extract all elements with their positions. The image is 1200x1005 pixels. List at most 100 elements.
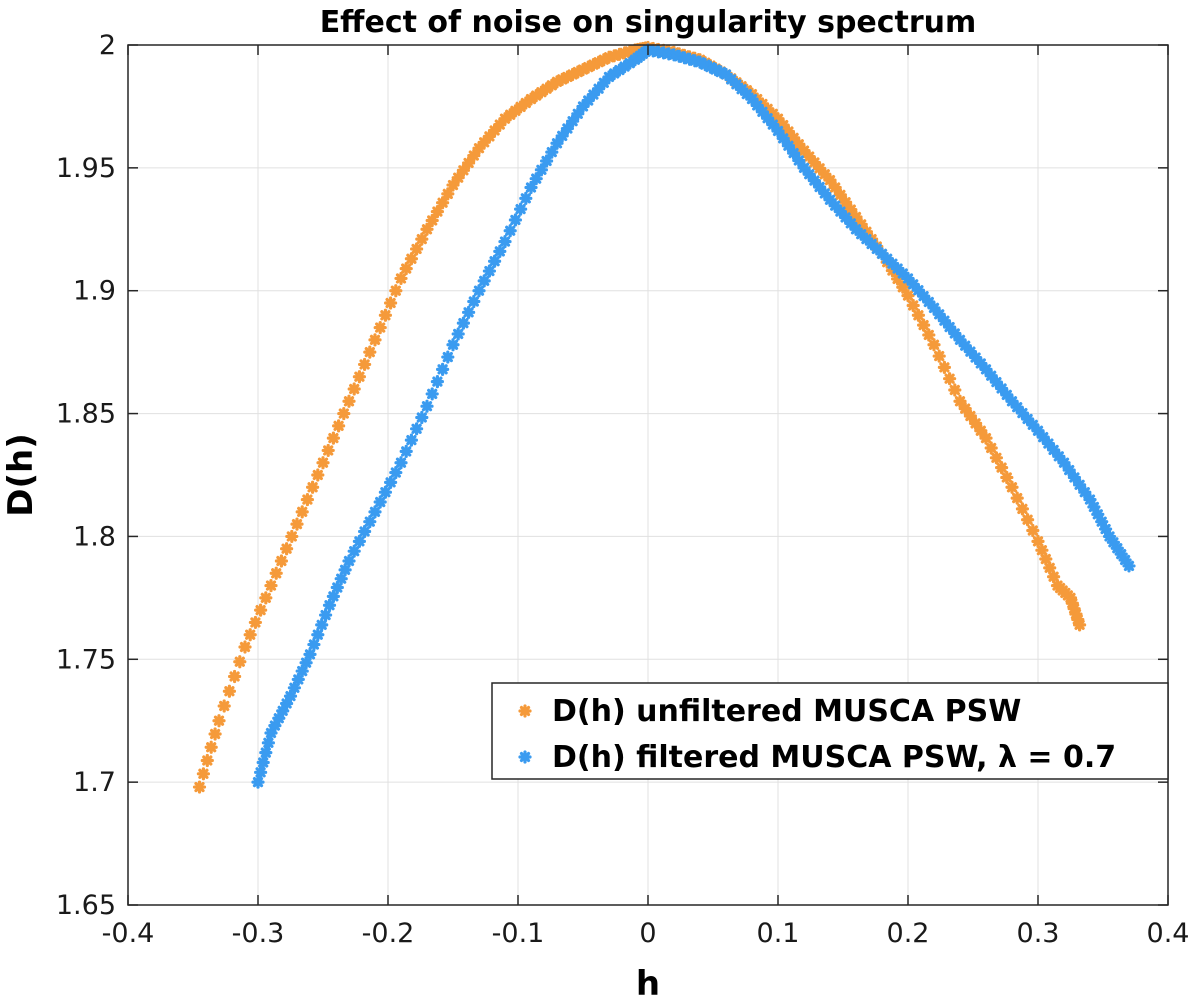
data-point [196,767,210,781]
data-point [290,517,304,531]
data-point [352,534,366,548]
data-point [404,252,418,266]
x-tick-label: 0.2 [887,918,930,949]
data-point [399,444,413,459]
data-point [269,566,283,580]
series-layer [192,40,1136,794]
data-point [373,495,387,509]
data-point [285,529,299,544]
data-point [571,107,585,121]
data-point [208,727,222,741]
data-point [979,362,993,376]
data-point [498,234,512,249]
data-point [901,271,915,286]
data-point [378,485,392,499]
data-point [291,672,305,687]
data-point [1015,502,1030,516]
ticks: -0.4 -0.3 -0.2 -0.1 0 0.1 0.2 0.3 0.4 1.65 1.7 1.75… [56,30,1190,949]
data-point [968,416,983,430]
data-point [326,589,340,603]
y-tick-label: 1.75 [56,644,116,675]
series-1 [251,43,1136,789]
data-point [259,746,273,760]
data-point [1031,424,1045,438]
data-point [373,320,387,335]
data-point [911,283,926,297]
data-point [524,180,538,195]
data-point [384,475,398,489]
data-point [358,524,372,539]
data-point [321,443,335,458]
data-point [254,603,268,617]
x-tick-label: -0.3 [232,918,285,949]
data-point [204,740,218,754]
data-point [1010,491,1024,505]
data-point [259,591,273,605]
data-point [456,163,470,177]
data-point [410,242,424,256]
data-point [467,148,481,163]
data-point [545,145,559,159]
data-point [994,381,1009,396]
data-point [560,121,575,136]
data-point [342,554,356,568]
data-point [389,284,403,298]
data-point [844,203,858,217]
data-point [994,461,1009,475]
data-point [513,202,528,216]
data-point [456,316,470,330]
data-point [315,618,329,632]
y-tick-label: 2 [99,30,116,61]
data-point [953,394,967,408]
data-point [766,118,780,132]
data-point [451,327,465,341]
data-point [1020,513,1035,527]
data-point [550,136,564,150]
data-point [295,505,309,519]
y-tick-label: 1.9 [73,276,116,307]
data-point [932,349,946,363]
data-point [212,714,226,728]
data-point [462,305,476,319]
data-point [958,402,972,416]
data-point [228,669,242,684]
data-point [248,615,262,630]
data-point [420,399,434,413]
data-point [482,264,496,278]
data-point [319,608,333,622]
chart-title: Effect of noise on singularity spectrum [320,5,977,40]
data-point [989,451,1004,465]
data-point [1046,570,1061,584]
data-point [896,280,910,294]
data-point [394,456,408,470]
data-point [807,174,822,188]
x-tick-label: 0.1 [757,918,800,949]
data-point [217,699,231,713]
data-point [1035,543,1049,557]
data-point [1078,485,1092,499]
data-point [534,163,549,177]
data-point [1031,534,1045,548]
data-point [264,578,278,593]
data-point [441,350,455,364]
data-point [222,684,236,698]
data-point [441,187,455,201]
data-point [261,736,275,750]
data-point [786,146,801,160]
legend-marker-glyph [518,750,532,764]
data-point [280,542,294,556]
data-point [833,188,848,202]
legend-marker-filtered [518,750,532,764]
data-point [307,637,321,652]
legend-marker-glyph [518,704,532,718]
data-point [436,196,450,210]
data-point [974,356,988,371]
y-tick-label: 1.8 [73,521,116,552]
data-point [503,224,517,238]
data-point [446,178,460,192]
data-point [555,129,569,143]
data-point [363,345,377,359]
y-axis-label: D(h) [1,433,41,517]
legend-marker-unfiltered [518,704,532,718]
x-tick-label: -0.2 [362,918,415,949]
